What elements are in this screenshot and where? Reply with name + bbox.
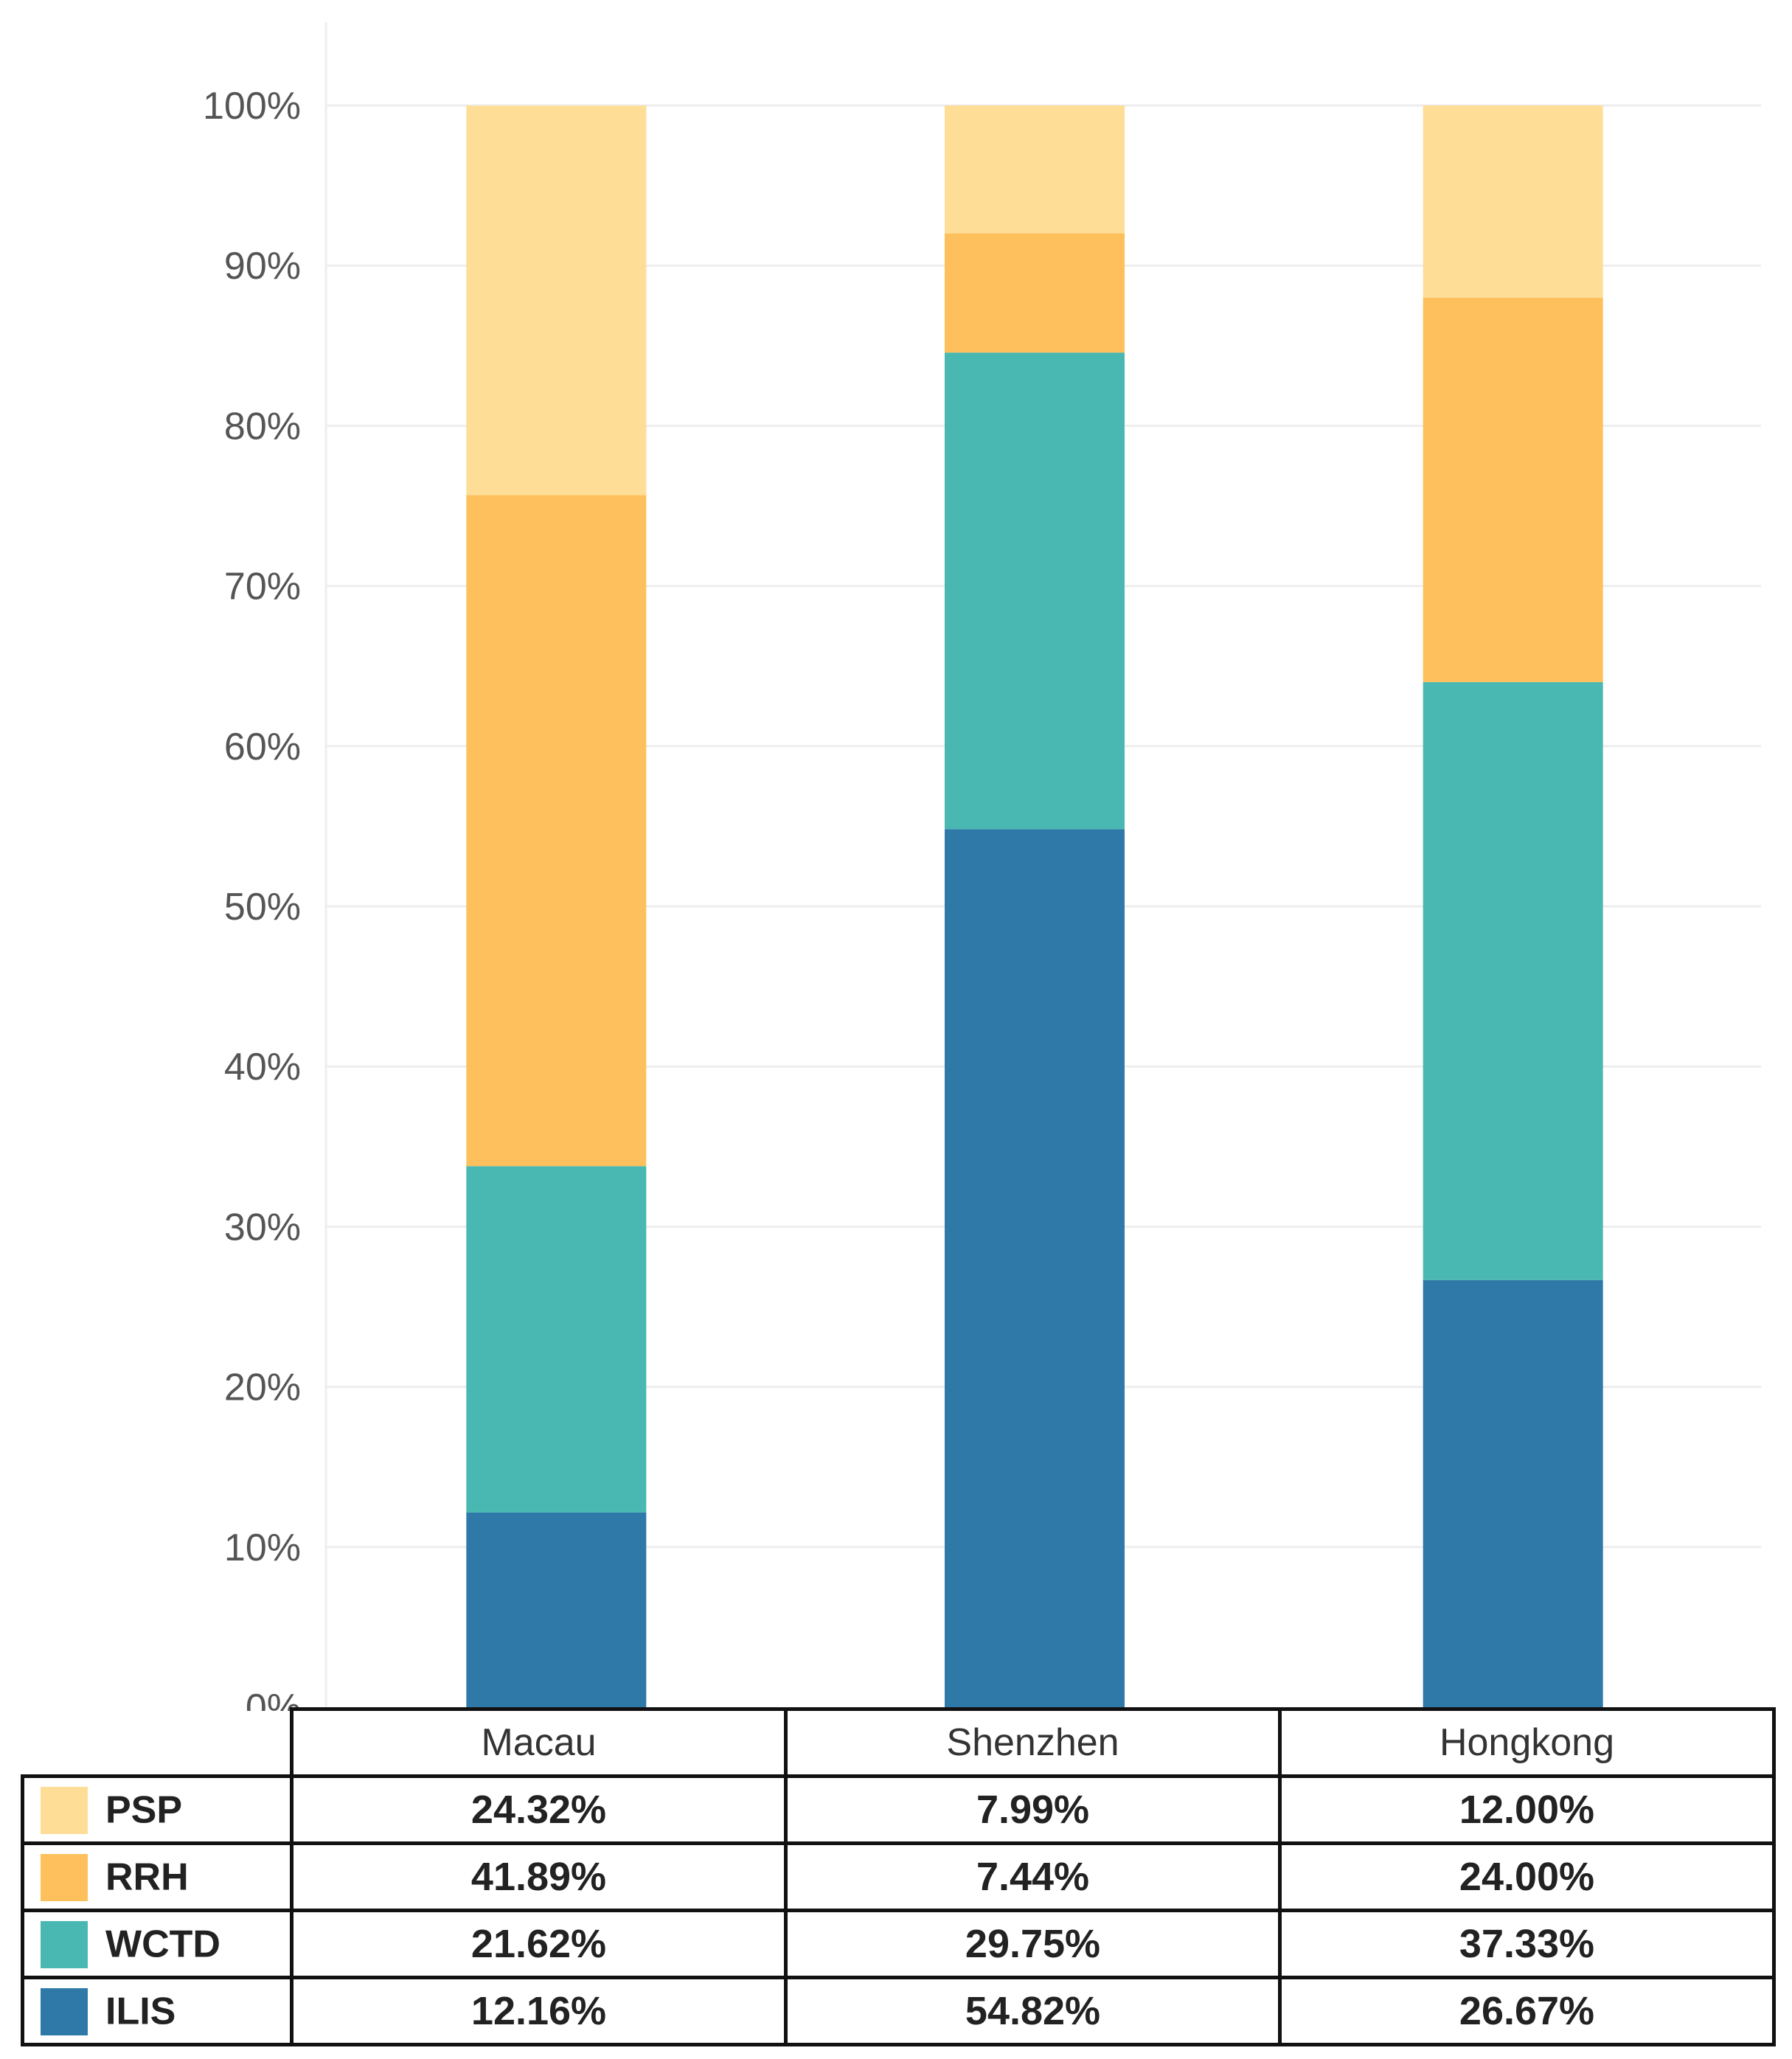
data-table: Macau Shenzhen Hongkong PSP 24.32% 7.99%… [21,1707,1776,2046]
bar-macau-wctd [466,1166,647,1513]
bar-macau-psp [466,105,647,496]
bar-shenzhen-psp [945,105,1125,234]
legend-rrh: RRH [21,1841,294,1912]
legend-label-ilis: ILIS [105,1990,176,2033]
legend-swatch-rrh [41,1853,88,1901]
table-cell-psp-hongkong: 12.00% [1278,1774,1776,1845]
table-row-wctd: WCTD 21.62% 29.75% 37.33% [21,1909,1776,1979]
legend-label-wctd: WCTD [105,1923,220,1966]
table-cell-rrh-macau: 41.89% [290,1841,788,1912]
y-tick-label-50pct: 50% [224,886,301,928]
table-row-ilis: ILIS 12.16% 54.82% 26.67% [21,1976,1776,2046]
y-tick-label-0pct: 0% [246,1687,301,1711]
table-corner [22,1709,294,1778]
table-cell-wctd-macau: 21.62% [290,1909,788,1979]
table-row-psp: PSP 24.32% 7.99% 12.00% [21,1774,1776,1845]
y-tick-label-20pct: 20% [224,1367,301,1409]
legend-swatch-ilis [41,1987,88,2035]
bar-hongkong-rrh [1423,297,1603,682]
table-header-row: Macau Shenzhen Hongkong [22,1707,1776,1778]
legend-label-psp: PSP [105,1788,183,1832]
table-cell-ilis-hongkong: 26.67% [1278,1976,1776,2046]
table-cell-rrh-hongkong: 24.00% [1278,1841,1776,1912]
table-header-hongkong: Hongkong [1278,1707,1776,1778]
y-tick-label-80pct: 80% [224,405,301,448]
legend-label-rrh: RRH [105,1855,189,1899]
table-cell-rrh-shenzhen: 7.44% [784,1841,1282,1912]
table-cell-ilis-macau: 12.16% [290,1976,788,2046]
y-tick-label-100pct: 100% [203,85,301,128]
bar-macau-rrh [466,495,647,1167]
bar-hongkong-wctd [1423,681,1603,1280]
stacked-bar-chart: 0% 10% 20% 30% 40% 50% 60% 70% 80% 90% 100% [203,22,1761,1711]
table-cell-psp-macau: 24.32% [290,1774,788,1845]
legend-wctd: WCTD [21,1909,294,1979]
bar-shenzhen-wctd [945,353,1125,830]
bar-macau-ilis [466,1512,647,1707]
y-tick-label-90pct: 90% [224,245,301,288]
table-cell-wctd-shenzhen: 29.75% [784,1909,1282,1979]
legend-swatch-wctd [41,1920,88,1968]
legend-ilis: ILIS [21,1976,294,2046]
table-cell-psp-shenzhen: 7.99% [784,1774,1282,1845]
table-header-shenzhen: Shenzhen [784,1707,1282,1778]
table-row-rrh: RRH 41.89% 7.44% 24.00% [21,1841,1776,1912]
bar-hongkong-psp [1423,105,1603,298]
bar-shenzhen-ilis [945,829,1125,1707]
bar-hongkong-ilis [1423,1280,1603,1707]
legend-psp: PSP [21,1774,294,1845]
y-tick-label-30pct: 30% [224,1206,301,1249]
table-cell-ilis-shenzhen: 54.82% [784,1976,1282,2046]
y-tick-label-10pct: 10% [224,1527,301,1569]
y-tick-label-40pct: 40% [224,1046,301,1088]
table-header-macau: Macau [290,1707,788,1778]
legend-swatch-psp [41,1786,88,1834]
y-tick-label-60pct: 60% [224,726,301,768]
y-tick-label-70pct: 70% [224,566,301,608]
table-cell-wctd-hongkong: 37.33% [1278,1909,1776,1979]
bar-shenzhen-rrh [945,233,1125,353]
